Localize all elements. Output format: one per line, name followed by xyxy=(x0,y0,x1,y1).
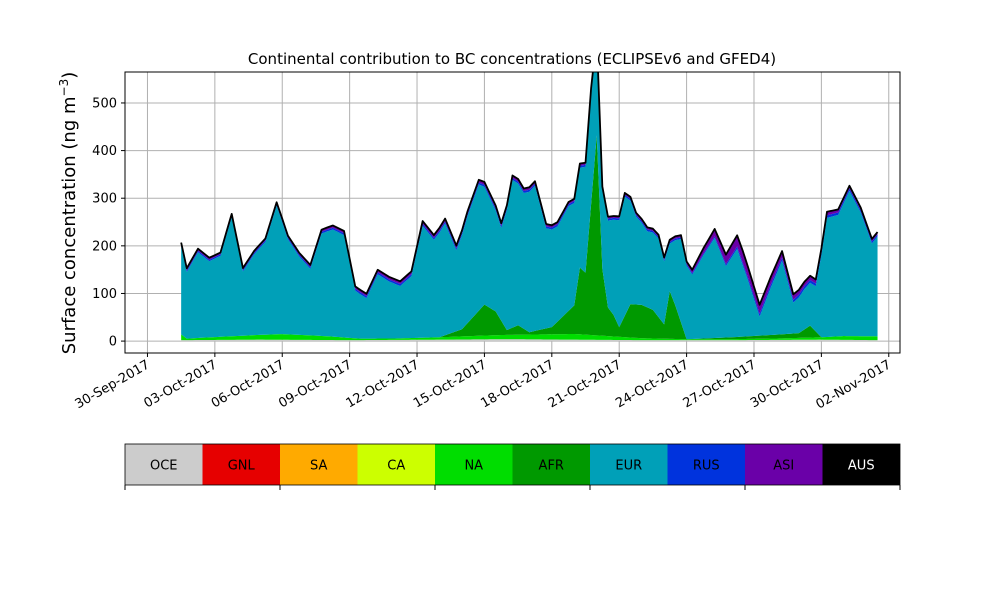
area-asi xyxy=(181,72,878,314)
x-tick-label: 21-Oct-2017 xyxy=(546,357,624,411)
legend-label-rus: RUS xyxy=(693,459,720,474)
y-axis: 0 100 200 300 400 500 xyxy=(92,96,125,350)
legend-swatch-oce xyxy=(125,444,203,485)
legend-label-eur: EUR xyxy=(615,459,642,474)
x-tick-label: 24-Oct-2017 xyxy=(613,357,691,411)
y-tick-label: 400 xyxy=(92,144,117,159)
x-tick-label: 30-Sep-2017 xyxy=(73,357,153,412)
legend-label-sa: SA xyxy=(310,459,327,474)
legend-frame xyxy=(124,443,901,486)
area-oce xyxy=(181,339,878,342)
x-tick-label: 12-Oct-2017 xyxy=(344,357,422,411)
x-tick-label: 09-Oct-2017 xyxy=(276,357,354,411)
y-tick-label: 200 xyxy=(92,239,117,254)
legend-swatch-ca xyxy=(357,444,435,485)
legend-swatch-rus xyxy=(667,444,745,485)
total-concentration-line xyxy=(180,72,879,306)
plot-frame xyxy=(124,71,901,354)
legend-swatch-na xyxy=(435,444,513,485)
legend-label-aus: AUS xyxy=(848,459,875,474)
legend-swatch-gnl xyxy=(202,444,280,485)
y-tick-label: 0 xyxy=(109,335,117,350)
legend-colorbar: OCE GNL SA CA NA AFR EUR RUS ASI AUS xyxy=(124,443,901,490)
legend-swatch-asi xyxy=(745,444,823,485)
area-eur xyxy=(181,72,878,340)
x-tick-label: 02-Nov-2017 xyxy=(813,357,893,412)
y-tick-label: 300 xyxy=(92,192,117,207)
legend-label-afr: AFR xyxy=(539,459,564,474)
legend-swatch-eur xyxy=(590,444,668,485)
x-tick-label: 06-Oct-2017 xyxy=(209,357,287,411)
area-na xyxy=(181,333,878,341)
legend-label-ca: CA xyxy=(387,459,405,474)
stacked-areas xyxy=(181,72,878,342)
legend-swatch-afr xyxy=(512,444,590,485)
x-tick-label: 27-Oct-2017 xyxy=(681,357,759,411)
chart-title: Continental contribution to BC concentra… xyxy=(248,50,776,68)
legend-swatch-aus xyxy=(822,444,900,485)
y-axis-label: Surface concentration (ng m−3) xyxy=(57,72,80,355)
x-tick-label: 15-Oct-2017 xyxy=(411,357,489,411)
legend-label-asi: ASI xyxy=(773,459,794,474)
x-tick-label: 03-Oct-2017 xyxy=(141,357,219,411)
x-tick-label: 18-Oct-2017 xyxy=(478,357,556,411)
legend-label-oce: OCE xyxy=(150,459,178,474)
legend-swatch-sa xyxy=(280,444,358,485)
y-tick-label: 100 xyxy=(92,287,117,302)
legend-label-na: NA xyxy=(464,459,483,474)
y-tick-label: 500 xyxy=(92,96,117,111)
legend-label-gnl: GNL xyxy=(228,459,256,474)
total-line xyxy=(180,72,879,306)
x-axis: 30-Sep-201703-Oct-201706-Oct-201709-Oct-… xyxy=(73,353,894,412)
